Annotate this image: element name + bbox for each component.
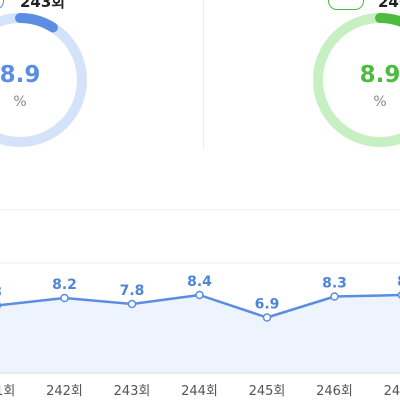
- summary-panel: 243회 8.9 % 246회 8.9 %: [0, 0, 400, 170]
- data-point-0: [0, 302, 2, 309]
- right-tag-badge: [328, 0, 364, 10]
- left-rating-gauge: 8.9 %: [0, 10, 90, 150]
- data-label-3: 8.4: [187, 274, 212, 290]
- x-tick-label-2: 243회: [114, 384, 151, 399]
- data-label-4: 6.9: [255, 297, 280, 313]
- area-fill: [0, 295, 400, 373]
- x-tick-label-6: 247회: [384, 384, 400, 399]
- rating-trend-chart: 8 241회 8.2 242회 7.8 243회 8.4 244회 6.9 245회 8.3 246회…: [0, 209, 400, 399]
- right-round-text: 246회: [378, 0, 400, 11]
- left-gauge-arc: [0, 13, 87, 147]
- right-gauge-arc: [313, 13, 400, 147]
- data-label-5: 8.3: [322, 276, 347, 292]
- data-point-1: [60, 293, 69, 303]
- right-gauge-ring: [313, 13, 400, 147]
- data-label-6: 8: [397, 274, 400, 290]
- left-tag-badge: [0, 0, 4, 10]
- x-tick-label-5: 246회: [316, 384, 353, 399]
- right-gauge-unit: %: [373, 94, 387, 110]
- x-tick-label-4: 245회: [249, 384, 286, 399]
- data-point-2: [127, 299, 137, 309]
- left-gauge-unit: %: [13, 94, 27, 110]
- data-label-2: 7.8: [120, 283, 145, 299]
- data-point-5: [330, 292, 339, 301]
- data-label-1: 8.2: [52, 277, 77, 293]
- x-tick-label-0: 241회: [0, 384, 15, 399]
- right-gauge-value: 8.9: [359, 62, 400, 88]
- data-point-3: [195, 290, 204, 300]
- right-rating-gauge: 8.9 %: [310, 10, 400, 150]
- x-tick-label-3: 244회: [181, 384, 218, 399]
- data-label-0: 8: [0, 285, 2, 301]
- left-round-text: 243회: [20, 0, 66, 11]
- x-tick-label-1: 242회: [46, 384, 83, 399]
- data-point-4: [262, 313, 272, 322]
- left-gauge-value: 8.9: [0, 62, 41, 88]
- summary-divider: [203, 0, 204, 148]
- left-gauge-ring: [0, 13, 87, 147]
